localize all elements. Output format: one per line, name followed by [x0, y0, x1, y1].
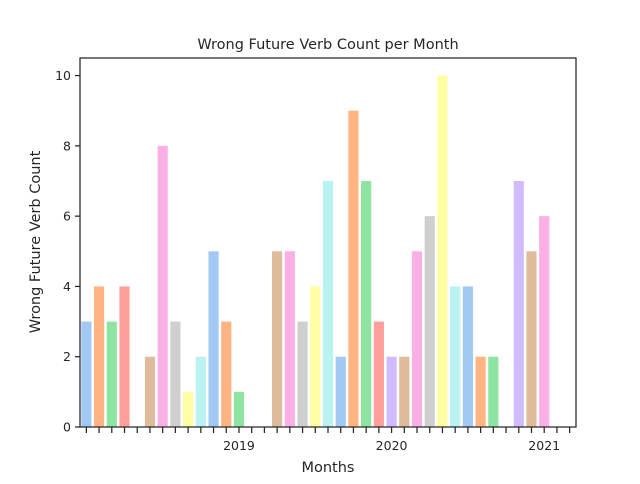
y-tick-label: 2 [63, 349, 71, 364]
bar-2020-07 [462, 286, 473, 427]
bars-group [81, 75, 550, 428]
y-tick-label: 4 [63, 279, 71, 294]
y-tick-label: 10 [55, 68, 71, 83]
bar-2018-01 [81, 321, 92, 427]
chart-title: Wrong Future Verb Count per Month [197, 37, 458, 53]
bar-2019-04 [272, 251, 283, 427]
bar-2020-06 [450, 286, 461, 427]
y-tick-label: 0 [63, 420, 71, 435]
x-tick-label: 2020 [376, 438, 408, 453]
bar-2019-12 [373, 321, 384, 427]
bar-2021-01 [539, 216, 550, 427]
y-tick-label: 8 [63, 138, 71, 153]
bar-2019-08 [322, 181, 334, 427]
bar-2019-06 [297, 321, 308, 427]
bar-2018-12 [221, 321, 232, 427]
bar-2018-10 [195, 356, 206, 427]
bar-2018-07 [157, 145, 168, 428]
bar-2020-05 [437, 75, 448, 427]
bar-2019-11 [361, 181, 372, 427]
y-tick-label: 6 [63, 209, 71, 224]
bar-2020-02 [399, 356, 410, 427]
x-axis: 2019 2020 2021 [85, 427, 571, 453]
bar-2018-04 [119, 286, 130, 427]
bar-2018-02 [93, 286, 105, 427]
bar-2018-09 [183, 391, 194, 427]
y-axis-label: Wrong Future Verb Count [28, 150, 44, 333]
bar-2018-08 [170, 321, 181, 427]
bar-2019-01 [233, 391, 245, 427]
x-axis-label: Months [301, 460, 354, 476]
bar-2020-04 [424, 216, 435, 427]
x-tick-label: 2019 [223, 438, 255, 453]
bar-2018-11 [208, 251, 219, 427]
bar-2020-01 [386, 356, 397, 427]
bar-2019-05 [284, 251, 295, 427]
bar-2020-08 [475, 356, 486, 427]
bar-2020-12 [526, 251, 537, 427]
bar-2020-09 [488, 356, 499, 427]
bar-2018-03 [106, 321, 117, 427]
x-tick-label: 2021 [528, 438, 560, 453]
plot-frame [79, 57, 577, 428]
y-axis: 0 2 4 6 8 10 [55, 68, 80, 435]
bar-2018-06 [144, 356, 156, 427]
bar-2019-09 [335, 356, 346, 427]
bar-2020-11 [513, 181, 524, 427]
bar-2019-10 [348, 110, 359, 428]
bar-2019-07 [310, 286, 321, 427]
bar-2020-03 [411, 251, 423, 427]
